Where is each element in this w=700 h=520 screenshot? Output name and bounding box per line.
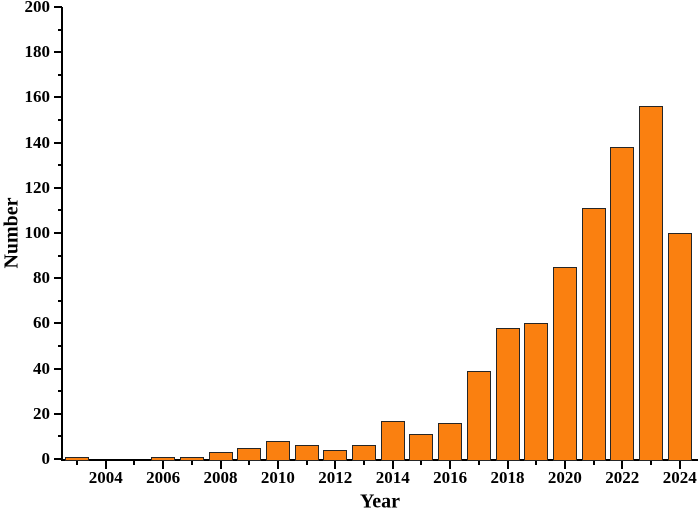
x-minor-tick xyxy=(363,461,365,465)
y-major-tick xyxy=(54,277,62,280)
bar-2020 xyxy=(553,267,577,461)
y-major-tick xyxy=(54,458,62,460)
bar-2018 xyxy=(496,328,520,461)
y-minor-tick xyxy=(58,390,62,393)
x-minor-tick xyxy=(190,461,193,465)
x-major-tick xyxy=(219,461,222,469)
y-major-tick xyxy=(54,51,62,54)
bar-2014 xyxy=(381,421,405,461)
bar-2007 xyxy=(180,457,204,461)
x-tick-label-2022: 2022 xyxy=(605,468,640,487)
x-minor-tick xyxy=(535,461,538,465)
y-tick-label-140: 140 xyxy=(24,132,51,152)
bar-2008 xyxy=(209,452,233,461)
x-minor-tick xyxy=(477,461,480,465)
y-major-tick xyxy=(54,232,62,234)
x-tick-label-2018: 2018 xyxy=(490,468,525,487)
bar-2023 xyxy=(639,106,663,461)
y-tick-label-120: 120 xyxy=(24,177,51,197)
x-major-tick xyxy=(506,461,509,469)
x-axis-title: Year xyxy=(360,490,400,513)
bar-2010 xyxy=(266,441,290,461)
y-tick-label-180: 180 xyxy=(24,42,51,62)
y-minor-tick xyxy=(58,28,62,31)
x-minor-tick xyxy=(76,461,78,465)
bar-2015 xyxy=(409,434,433,461)
x-tick-label-2004: 2004 xyxy=(88,468,123,487)
x-tick-label-2024: 2024 xyxy=(662,468,697,487)
x-minor-tick xyxy=(133,461,136,465)
x-major-tick xyxy=(391,461,394,469)
y-tick-label-160: 160 xyxy=(24,87,51,107)
x-tick-label-2016: 2016 xyxy=(433,468,468,487)
y-major-tick xyxy=(54,412,62,415)
y-minor-tick xyxy=(58,254,62,257)
y-major-tick xyxy=(54,141,62,144)
y-tick-label-80: 80 xyxy=(33,268,50,288)
x-major-tick xyxy=(104,461,107,469)
bar-2019 xyxy=(524,323,548,461)
x-tick-label-2010: 2010 xyxy=(260,468,295,487)
y-major-tick xyxy=(54,6,62,8)
x-tick-label-2014: 2014 xyxy=(375,468,410,487)
y-tick-label-40: 40 xyxy=(33,358,50,378)
y-minor-tick xyxy=(58,164,62,167)
x-tick-label-2006: 2006 xyxy=(146,468,181,487)
x-axis-line xyxy=(61,459,698,461)
x-major-tick xyxy=(563,461,566,469)
x-major-tick xyxy=(334,461,337,469)
bar-2006 xyxy=(151,457,175,461)
bar-2009 xyxy=(237,448,261,461)
x-major-tick xyxy=(162,461,165,469)
bar-2011 xyxy=(295,445,319,461)
y-tick-label-200: 200 xyxy=(24,0,51,16)
y-major-tick xyxy=(54,367,62,370)
x-minor-tick xyxy=(592,461,595,465)
x-minor-tick xyxy=(248,461,251,465)
y-tick-label-20: 20 xyxy=(33,403,50,423)
bar-2022 xyxy=(610,147,634,461)
y-major-tick xyxy=(54,186,62,189)
x-tick-label-2008: 2008 xyxy=(203,468,238,487)
x-minor-tick xyxy=(650,461,652,465)
y-minor-tick xyxy=(58,435,62,438)
y-tick-label-100: 100 xyxy=(24,223,51,242)
y-tick-label-60: 60 xyxy=(33,313,50,333)
bar-2017 xyxy=(467,371,491,461)
y-major-tick xyxy=(54,322,62,325)
bar-2003 xyxy=(65,457,89,461)
y-minor-tick xyxy=(58,345,62,347)
y-major-tick xyxy=(54,96,62,99)
x-major-tick xyxy=(678,461,681,469)
y-tick-label-0: 0 xyxy=(41,449,51,468)
x-tick-label-2020: 2020 xyxy=(547,468,582,487)
y-minor-tick xyxy=(58,119,62,121)
y-axis-title: Number xyxy=(0,197,23,269)
x-minor-tick xyxy=(305,461,308,465)
y-axis-line xyxy=(61,7,63,461)
bar-2012 xyxy=(323,450,347,461)
x-major-tick xyxy=(449,461,452,469)
y-minor-tick xyxy=(58,209,62,212)
bar-2013 xyxy=(352,445,376,461)
bar-2016 xyxy=(438,423,462,461)
x-major-tick xyxy=(276,461,279,469)
bar-2024 xyxy=(668,233,692,461)
x-major-tick xyxy=(621,461,624,469)
x-minor-tick xyxy=(420,461,423,465)
y-minor-tick xyxy=(58,299,62,302)
bar-2021 xyxy=(582,208,606,461)
x-tick-label-2012: 2012 xyxy=(318,468,353,487)
y-minor-tick xyxy=(58,73,62,76)
